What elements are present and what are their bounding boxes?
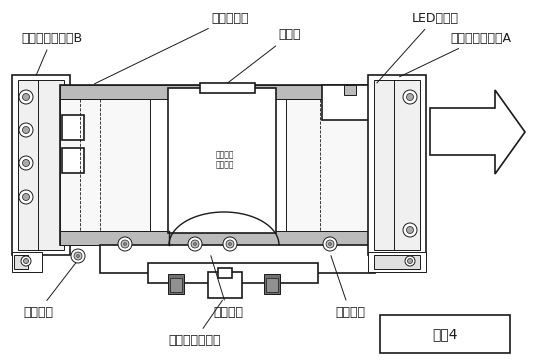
Circle shape — [191, 240, 199, 248]
Circle shape — [123, 243, 126, 246]
Bar — [62, 115, 84, 140]
Bar — [344, 85, 356, 95]
Bar — [60, 85, 372, 245]
Text: LEDランプ: LEDランプ — [377, 12, 458, 83]
Text: 取付ねじ: 取付ねじ — [211, 256, 243, 319]
Bar — [266, 278, 278, 292]
Polygon shape — [430, 90, 525, 174]
Circle shape — [223, 237, 237, 251]
Circle shape — [19, 156, 33, 170]
Circle shape — [77, 255, 79, 257]
Bar — [12, 75, 70, 255]
Bar — [168, 88, 276, 233]
Text: 取付ねじ: 取付ねじ — [23, 262, 76, 319]
Circle shape — [23, 126, 29, 134]
Circle shape — [24, 258, 28, 264]
Bar — [208, 272, 242, 298]
Circle shape — [19, 190, 33, 204]
Circle shape — [329, 243, 331, 246]
Circle shape — [19, 123, 33, 137]
Bar — [200, 83, 255, 93]
Text: 蓄電池: 蓄電池 — [227, 28, 301, 83]
Circle shape — [406, 226, 413, 234]
Circle shape — [406, 94, 413, 100]
Bar — [322, 85, 372, 120]
Text: 取付ねじ: 取付ねじ — [331, 256, 365, 319]
Circle shape — [74, 252, 82, 260]
Circle shape — [121, 240, 129, 248]
Text: ランプ取付金具B: ランプ取付金具B — [21, 31, 83, 76]
Circle shape — [71, 249, 85, 263]
Circle shape — [326, 240, 334, 248]
Bar — [100, 245, 375, 273]
Circle shape — [405, 256, 415, 266]
Bar — [62, 148, 84, 173]
Bar — [286, 99, 372, 231]
Text: レコッチ
スタッチ: レコッチ スタッチ — [216, 150, 234, 170]
Circle shape — [118, 237, 132, 251]
Bar — [148, 263, 318, 283]
Bar — [374, 255, 420, 269]
Bar — [60, 231, 372, 245]
Circle shape — [228, 243, 232, 246]
Circle shape — [23, 159, 29, 166]
Circle shape — [23, 94, 29, 100]
Bar — [14, 255, 28, 269]
Bar — [218, 268, 232, 278]
Bar — [60, 99, 150, 231]
Circle shape — [226, 240, 234, 248]
Bar — [368, 252, 426, 272]
Circle shape — [407, 258, 413, 264]
Bar — [368, 75, 426, 255]
Circle shape — [19, 90, 33, 104]
Circle shape — [188, 237, 202, 251]
Text: インバータ: インバータ — [94, 12, 249, 84]
Circle shape — [403, 90, 417, 104]
Circle shape — [323, 237, 337, 251]
Bar — [380, 315, 510, 353]
Bar — [168, 274, 184, 294]
Text: 図・4: 図・4 — [432, 327, 458, 341]
Bar — [170, 278, 182, 292]
Text: 蓄電池押え金具: 蓄電池押え金具 — [169, 300, 222, 346]
Bar — [264, 274, 280, 294]
Circle shape — [21, 256, 31, 266]
Text: ランプ取付金具A: ランプ取付金具A — [399, 31, 511, 77]
Bar — [18, 80, 64, 250]
Bar — [374, 80, 420, 250]
Circle shape — [193, 243, 197, 246]
Circle shape — [403, 223, 417, 237]
Bar — [60, 85, 372, 99]
Circle shape — [23, 194, 29, 201]
Bar — [12, 252, 42, 272]
